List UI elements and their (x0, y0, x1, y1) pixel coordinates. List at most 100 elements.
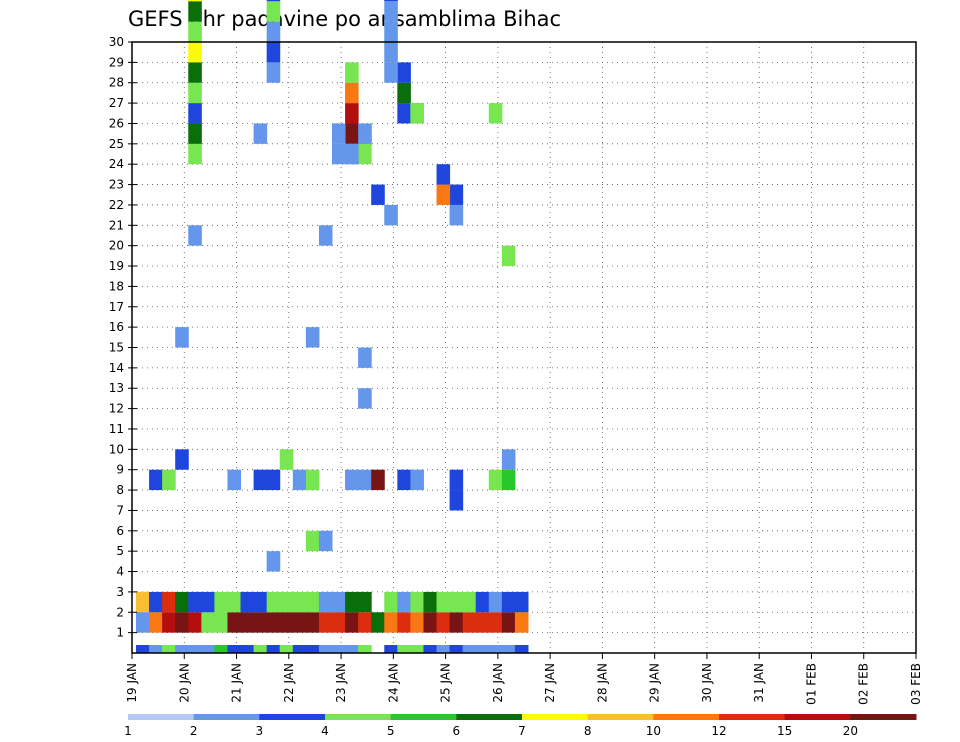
heatmap-cell (410, 103, 424, 124)
heatmap-cell (188, 143, 202, 165)
heatmap-cell (201, 591, 215, 613)
heatmap-cell (227, 469, 242, 491)
x-tick-label: 03 FEB (909, 663, 923, 705)
heatmap-cell (136, 612, 150, 633)
grid-lines (132, 42, 916, 653)
heatmap-cell (162, 591, 176, 613)
heatmap-cell (214, 612, 228, 633)
heatmap-cell (449, 490, 464, 511)
x-tick-label: 20 JAN (177, 663, 191, 703)
heatmap-cell (488, 612, 503, 633)
heatmap-cell (488, 645, 503, 653)
x-tick-label: 29 JAN (648, 663, 662, 703)
heatmap-cell (292, 469, 307, 491)
y-tick-label: 20 (109, 239, 124, 253)
heatmap-cell (449, 469, 464, 491)
y-tick-label: 26 (109, 116, 124, 130)
colorbar-swatch (390, 714, 457, 720)
heatmap-cell (305, 327, 320, 348)
heatmap-cell (488, 103, 503, 124)
heatmap-cell (175, 449, 189, 470)
heatmap-cell (384, 1, 398, 22)
heatmap-cell (188, 62, 202, 83)
heatmap-cell (449, 612, 464, 633)
y-tick-label: 15 (109, 341, 124, 355)
colorbar-swatch (784, 714, 851, 720)
colorbar-swatch (259, 714, 326, 720)
y-tick-label: 2 (116, 605, 124, 619)
heatmap-cell (358, 143, 372, 165)
heatmap-cell (279, 612, 294, 633)
heatmap-cell (397, 62, 411, 83)
heatmap-cell (227, 591, 242, 613)
heatmap-cell (318, 591, 333, 613)
colorbar-swatch (128, 714, 195, 720)
heatmap-cell (188, 645, 202, 653)
y-tick-label: 19 (109, 259, 124, 273)
x-tick-label: 22 JAN (282, 663, 296, 703)
heatmap-cell (410, 612, 424, 633)
y-tick-label: 4 (116, 565, 124, 579)
heatmap-cell (227, 645, 242, 653)
heatmap-cell (292, 612, 307, 633)
y-tick-label: 8 (116, 483, 124, 497)
heatmap-cell (371, 184, 385, 205)
heatmap-cell (332, 645, 346, 653)
heatmap-cell (384, 204, 398, 226)
heatmap-cell (358, 123, 372, 144)
heatmap-cell (279, 449, 294, 470)
heatmap-cell (162, 645, 176, 653)
y-tick-label: 3 (116, 585, 124, 599)
heatmap-cell (149, 612, 163, 633)
heatmap-cell (436, 164, 451, 185)
heatmap-cell (397, 612, 411, 633)
heatmap-cell (332, 612, 346, 633)
heatmap-cell (332, 591, 346, 613)
heatmap-cell (423, 645, 438, 653)
heatmap-cell (501, 469, 516, 491)
y-tick-label: 12 (109, 402, 124, 416)
heatmap-cell (436, 591, 451, 613)
heatmap-cell (501, 645, 516, 653)
x-tick-label: 19 JAN (125, 663, 139, 703)
heatmap-cell (449, 184, 464, 205)
heatmap-cell (162, 612, 176, 633)
plot-frame (131, 41, 917, 654)
x-tick-label: 28 JAN (595, 663, 609, 703)
heatmap-cell (253, 591, 268, 613)
heatmap-cell (188, 123, 202, 144)
heatmap-cell (514, 612, 529, 633)
colorbar-label: 12 (711, 724, 726, 738)
heatmap-cell (384, 645, 398, 653)
x-tick-label: 31 JAN (752, 663, 766, 703)
heatmap-cell (188, 1, 202, 22)
y-tick-label: 14 (109, 361, 124, 375)
heatmap-cell (279, 591, 294, 613)
y-tick-label: 25 (109, 137, 124, 151)
heatmap-cell (175, 645, 189, 653)
axis-ticks: 1234567891011121314151617181920212223242… (109, 35, 923, 705)
x-tick-label: 27 JAN (543, 663, 557, 703)
y-tick-label: 28 (109, 76, 124, 90)
heatmap-cell (305, 469, 320, 491)
y-tick-label: 6 (116, 524, 124, 538)
heatmap-cell (214, 591, 228, 613)
heatmap-cell (345, 591, 359, 613)
heatmap-cell (345, 62, 359, 83)
heatmap-cell (201, 612, 215, 633)
heatmap-cell (266, 0, 281, 2)
heatmap-cell (371, 612, 385, 633)
heatmap-cell (149, 591, 163, 613)
heatmap-cell (358, 612, 372, 633)
heatmap-cell (292, 591, 307, 613)
colorbar-swatch (522, 714, 589, 720)
heatmap-cell (514, 645, 529, 653)
heatmap-cells (136, 0, 529, 653)
heatmap-cell (410, 645, 424, 653)
heatmap-cell (266, 469, 281, 491)
heatmap-cell (384, 21, 398, 42)
heatmap-cell (397, 82, 411, 104)
heatmap-cell (149, 469, 163, 491)
y-tick-label: 18 (109, 279, 124, 293)
colorbar: 1 2 3 4 5 6 7 8 10 12 15 20 (124, 714, 917, 738)
